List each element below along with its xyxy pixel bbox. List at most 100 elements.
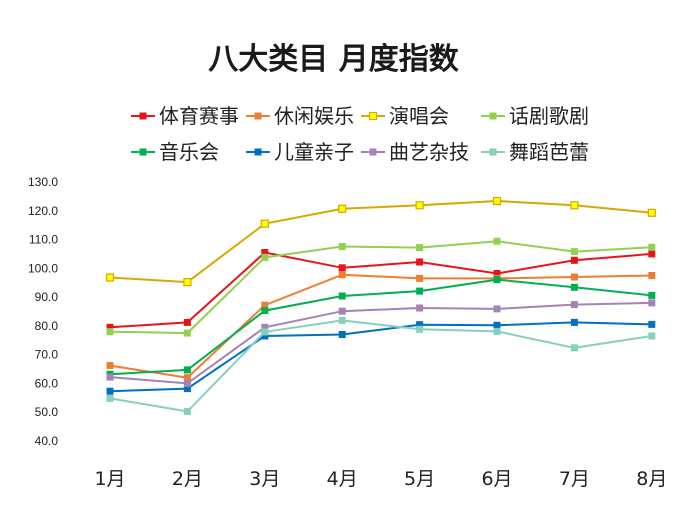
legend-marker xyxy=(489,148,497,156)
y-tick-label: 110.0 xyxy=(29,233,58,247)
data-point xyxy=(261,332,269,340)
data-point xyxy=(261,307,269,315)
data-point xyxy=(183,374,191,382)
data-point xyxy=(183,278,192,287)
legend-marker xyxy=(139,112,147,120)
data-point xyxy=(183,318,191,326)
data-point xyxy=(416,244,424,252)
legend-label: 儿童亲子 xyxy=(274,140,354,164)
data-point xyxy=(183,407,191,415)
data-point xyxy=(416,325,424,333)
legend-item: 体育赛事 xyxy=(131,104,239,128)
x-axis: 1月 2月 3月 4月 5月 6月 7月 8月 xyxy=(94,468,667,490)
legend-item: 儿童亲子 xyxy=(246,140,354,164)
series-5 xyxy=(106,276,656,378)
y-tick-label: 80.0 xyxy=(35,319,59,333)
data-point xyxy=(261,249,269,256)
data-point xyxy=(647,208,656,217)
data-point xyxy=(106,387,114,395)
legend-label: 舞蹈芭蕾 xyxy=(509,140,589,164)
data-point xyxy=(570,201,579,210)
x-tick-label: 4月 xyxy=(327,468,358,490)
data-point xyxy=(570,248,578,256)
data-point xyxy=(492,196,502,206)
legend-item: 演唱会 xyxy=(361,104,449,128)
data-point xyxy=(648,291,656,299)
series-line xyxy=(109,251,652,329)
data-point xyxy=(570,256,578,264)
data-point xyxy=(648,320,656,328)
data-point xyxy=(106,394,114,402)
legend-marker xyxy=(254,148,262,156)
legend-label: 演唱会 xyxy=(389,104,449,128)
data-point xyxy=(570,273,578,281)
series-1 xyxy=(106,249,656,331)
data-point xyxy=(416,274,424,282)
data-point xyxy=(648,250,656,258)
legend-marker xyxy=(254,112,262,120)
series-8 xyxy=(106,316,656,415)
data-point xyxy=(338,307,346,315)
chart-title: 八大类目 月度指数 xyxy=(208,42,459,77)
data-point xyxy=(338,271,346,279)
data-point xyxy=(416,287,424,295)
data-point xyxy=(648,243,656,251)
y-tick-label: 100.0 xyxy=(28,261,58,275)
data-point xyxy=(338,204,347,213)
data-point xyxy=(493,276,501,284)
series-3 xyxy=(105,196,656,287)
legend-label: 休闲娱乐 xyxy=(274,104,354,128)
x-tick-label: 3月 xyxy=(249,468,280,490)
data-point xyxy=(493,305,501,313)
data-point xyxy=(416,258,424,266)
y-tick-label: 40.0 xyxy=(35,434,59,448)
series-line xyxy=(109,273,652,379)
data-point xyxy=(648,332,656,340)
data-point xyxy=(415,201,424,210)
data-point xyxy=(416,321,424,329)
y-tick-label: 60.0 xyxy=(35,376,59,390)
data-point xyxy=(493,270,501,277)
data-point xyxy=(493,321,501,329)
data-point xyxy=(261,301,269,309)
y-tick-label: 90.0 xyxy=(35,290,59,304)
data-point xyxy=(416,304,424,312)
data-point xyxy=(183,329,191,337)
data-point xyxy=(183,366,191,374)
y-tick-label: 130.0 xyxy=(28,175,58,189)
data-point xyxy=(493,237,501,245)
data-point xyxy=(338,331,346,338)
legend-marker xyxy=(369,148,377,156)
legend-item: 话剧歌剧 xyxy=(481,104,589,128)
data-point xyxy=(338,243,346,250)
data-point xyxy=(106,362,114,370)
x-tick-label: 7月 xyxy=(559,468,590,490)
legend-marker xyxy=(489,112,497,120)
series-layer xyxy=(105,196,656,415)
data-point xyxy=(183,379,191,387)
legend-item: 音乐会 xyxy=(131,140,219,164)
legend-label: 曲艺杂技 xyxy=(389,140,469,164)
y-tick-label: 120.0 xyxy=(28,204,58,218)
data-point xyxy=(570,318,578,326)
series-line xyxy=(109,319,652,413)
data-point xyxy=(106,323,114,331)
legend-item: 休闲娱乐 xyxy=(246,104,354,128)
legend-marker xyxy=(368,111,378,121)
y-tick-label: 70.0 xyxy=(35,348,59,362)
legend-label: 话剧歌剧 xyxy=(509,104,589,128)
data-point xyxy=(338,292,346,300)
series-line xyxy=(109,321,652,393)
x-tick-label: 2月 xyxy=(172,468,203,490)
series-4 xyxy=(106,237,656,337)
data-point xyxy=(183,385,191,393)
legend-label: 体育赛事 xyxy=(159,104,239,128)
data-point xyxy=(106,373,114,381)
data-point xyxy=(648,272,656,279)
data-point xyxy=(570,283,578,291)
data-point xyxy=(493,327,501,335)
legend-item: 舞蹈芭蕾 xyxy=(481,140,589,164)
y-axis: 130.0 120.0 110.0 100.0 90.0 80.0 70.0 60.0 50.0… xyxy=(28,175,58,448)
